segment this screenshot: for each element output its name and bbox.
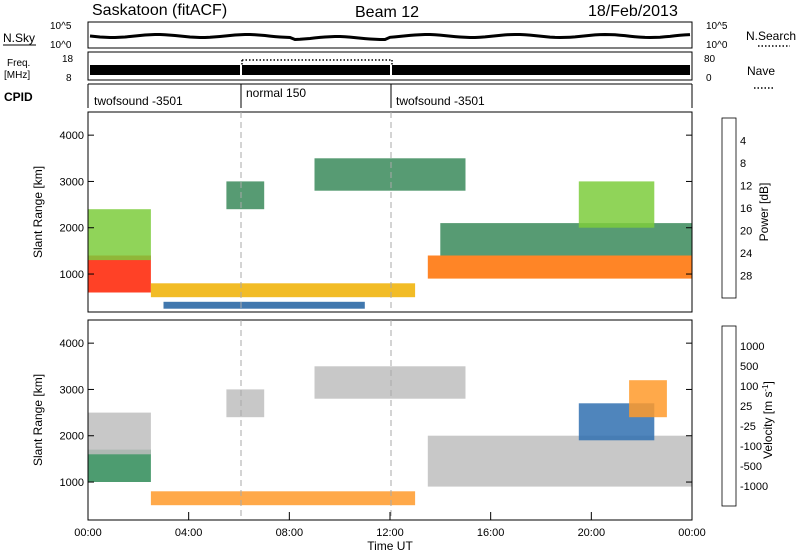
freq-bar-1 bbox=[90, 65, 240, 75]
cpid-segment-2: normal 150 bbox=[246, 86, 306, 100]
power-y-axis: 1000 2000 3000 4000 bbox=[60, 130, 692, 281]
velocity-region-1 bbox=[88, 449, 151, 482]
velocity-ytick-label-1: 1000 bbox=[60, 477, 84, 489]
power-colorbar-tick-5: 20 bbox=[740, 226, 752, 238]
date-title: 18/Feb/2013 bbox=[588, 3, 678, 20]
nave-tick-bottom: 0 bbox=[706, 73, 712, 84]
velocity-colorbar-tick-3: 100 bbox=[740, 381, 758, 393]
freq-tick-bottom: 8 bbox=[66, 73, 72, 84]
velocity-colorbar-tick-5: -25 bbox=[740, 421, 756, 433]
freq-label-1: Freq. bbox=[7, 58, 30, 69]
xtick-label-1: 00:00 bbox=[74, 527, 102, 539]
nsearch-label: N.Search bbox=[746, 29, 796, 43]
nave-label: Nave bbox=[747, 64, 775, 78]
velocity-region-6 bbox=[427, 435, 693, 487]
velocity-colorbar-tick-2: 500 bbox=[740, 361, 758, 373]
velocity-colorbar-tick-6: -100 bbox=[740, 441, 762, 453]
power-region-1 bbox=[88, 255, 151, 293]
velocity-cells bbox=[88, 366, 693, 506]
power-colorbar-tick-7: 28 bbox=[740, 271, 752, 283]
nave-tick-top: 80 bbox=[704, 54, 716, 65]
nsearch-tick-top: 10^5 bbox=[706, 21, 728, 32]
velocity-ylabel: Slant Range [km] bbox=[31, 374, 45, 466]
power-region-6 bbox=[314, 158, 466, 191]
velocity-colorbar-tick-7: -500 bbox=[740, 461, 762, 473]
velocity-colorbar-tick-1: 1000 bbox=[740, 341, 764, 353]
power-ytick-label-1: 1000 bbox=[60, 269, 84, 281]
nsky-trace bbox=[89, 32, 691, 42]
velocity-region-4 bbox=[226, 389, 265, 418]
cpid-segment-3: twofsound -3501 bbox=[396, 94, 485, 108]
freq-tick-top: 18 bbox=[62, 54, 74, 65]
freq-bar-3 bbox=[392, 65, 690, 75]
power-colorbar: 4 8 12 16 20 24 28 bbox=[721, 117, 752, 299]
power-cells bbox=[88, 158, 693, 309]
power-region-3 bbox=[150, 283, 416, 298]
power-region-8 bbox=[440, 223, 692, 256]
xtick-label-3: 08:00 bbox=[276, 527, 304, 539]
velocity-colorbar-frame bbox=[721, 325, 737, 507]
nsky-tick-top: 10^5 bbox=[50, 21, 72, 32]
xtick-label-5: 16:00 bbox=[477, 527, 505, 539]
power-region-7 bbox=[427, 255, 693, 279]
power-region-2 bbox=[88, 209, 151, 261]
velocity-panel: 1000 2000 3000 4000 Slant Range [km] 1000 50… bbox=[31, 319, 775, 521]
velocity-colorbar-label: Velocity [m s-1] bbox=[761, 381, 775, 459]
power-colorbar-tick-4: 16 bbox=[740, 203, 752, 215]
power-colorbar-tick-1: 4 bbox=[740, 136, 746, 148]
xtick-label-6: 20:00 bbox=[578, 527, 606, 539]
nsky-label: N.Sky bbox=[3, 31, 35, 45]
freq-label-2: [MHz] bbox=[4, 70, 30, 81]
nsky-tick-bottom: 10^0 bbox=[50, 40, 72, 51]
xtick-label-4: 12:00 bbox=[376, 527, 404, 539]
mode-change-markers bbox=[240, 112, 392, 520]
time-axis: 00:00 04:00 08:00 12:00 16:00 20:00 00:00 bbox=[74, 512, 706, 539]
velocity-region-3 bbox=[150, 491, 416, 506]
power-colorbar-tick-3: 12 bbox=[740, 181, 752, 193]
velocity-ytick-label-3: 3000 bbox=[60, 384, 84, 396]
power-panel: 1000 2000 3000 4000 Slant Range [km] 4 8 12 16… bbox=[31, 111, 771, 313]
power-ytick-label-2: 2000 bbox=[60, 223, 84, 235]
velocity-region-8 bbox=[629, 380, 667, 418]
velocity-region-2 bbox=[88, 412, 151, 455]
power-colorbar-label: Power [dB] bbox=[757, 183, 771, 242]
nsearch-tick-bottom: 10^0 bbox=[706, 40, 728, 51]
power-ytick-label-4: 4000 bbox=[60, 130, 84, 142]
freq-strip: Freq. [MHz] 18 8 80 0 Nave bbox=[4, 51, 775, 89]
power-region-4 bbox=[163, 301, 365, 309]
cpid-segment-1: twofsound -3501 bbox=[94, 94, 183, 108]
power-region-5 bbox=[226, 181, 265, 210]
freq-bar-2 bbox=[242, 65, 390, 75]
nsky-strip: N.Sky 10^5 10^0 10^5 10^0 N.Search bbox=[3, 21, 796, 51]
power-ylabel: Slant Range [km] bbox=[31, 166, 45, 258]
velocity-ytick-label-4: 4000 bbox=[60, 338, 84, 350]
velocity-y-axis: 1000 2000 3000 4000 bbox=[60, 338, 692, 489]
power-colorbar-tick-2: 8 bbox=[740, 158, 746, 170]
power-ytick-label-3: 3000 bbox=[60, 176, 84, 188]
velocity-colorbar: 1000 500 100 25 -25 -100 -500 -1000 bbox=[721, 325, 768, 507]
beam-title: Beam 12 bbox=[355, 4, 419, 21]
x-axis-label: Time UT bbox=[367, 539, 413, 553]
cpid-label: CPID bbox=[4, 90, 33, 104]
cpid-strip: CPID twofsound -3501 normal 150 twofsoun… bbox=[4, 83, 693, 108]
xtick-label-2: 04:00 bbox=[175, 527, 203, 539]
power-region-9 bbox=[578, 181, 655, 228]
power-colorbar-tick-6: 24 bbox=[740, 248, 752, 260]
xtick-label-7: 00:00 bbox=[678, 527, 706, 539]
velocity-region-5 bbox=[314, 366, 466, 399]
velocity-colorbar-tick-8: -1000 bbox=[740, 481, 768, 493]
velocity-ytick-label-2: 2000 bbox=[60, 431, 84, 443]
velocity-colorbar-tick-4: 25 bbox=[740, 401, 752, 413]
station-title: Saskatoon (fitACF) bbox=[92, 2, 227, 19]
power-colorbar-frame bbox=[721, 117, 737, 299]
power-frame bbox=[87, 111, 693, 313]
